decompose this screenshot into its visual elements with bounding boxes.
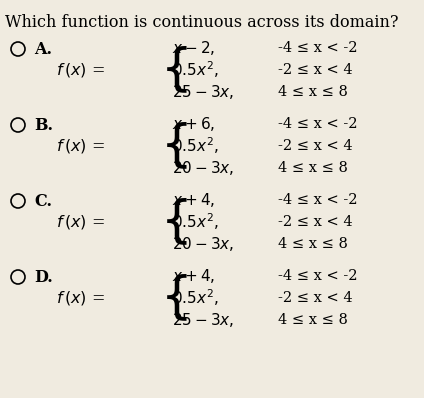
Text: 4 ≤ x ≤ 8: 4 ≤ x ≤ 8 bbox=[278, 313, 348, 327]
Text: $x + 4,$: $x + 4,$ bbox=[172, 191, 215, 209]
Text: $x + 4,$: $x + 4,$ bbox=[172, 267, 215, 285]
Text: B.: B. bbox=[34, 117, 53, 133]
Text: -2 ≤ x < 4: -2 ≤ x < 4 bbox=[278, 63, 353, 77]
Text: D.: D. bbox=[34, 269, 53, 285]
Text: 4 ≤ x ≤ 8: 4 ≤ x ≤ 8 bbox=[278, 161, 348, 175]
Text: A.: A. bbox=[34, 41, 52, 57]
Text: $0.5x^2,$: $0.5x^2,$ bbox=[172, 212, 219, 232]
Text: $0.5x^2,$: $0.5x^2,$ bbox=[172, 288, 219, 308]
Text: 4 ≤ x ≤ 8: 4 ≤ x ≤ 8 bbox=[278, 85, 348, 99]
Text: $f\,(x)$ =: $f\,(x)$ = bbox=[56, 289, 105, 307]
Text: -4 ≤ x < -2: -4 ≤ x < -2 bbox=[278, 269, 357, 283]
Text: $f\,(x)$ =: $f\,(x)$ = bbox=[56, 61, 105, 79]
Text: -2 ≤ x < 4: -2 ≤ x < 4 bbox=[278, 291, 353, 305]
Text: -4 ≤ x < -2: -4 ≤ x < -2 bbox=[278, 193, 357, 207]
Text: $f\,(x)$ =: $f\,(x)$ = bbox=[56, 137, 105, 155]
Text: Which function is continuous across its domain?: Which function is continuous across its … bbox=[5, 14, 399, 31]
Text: -2 ≤ x < 4: -2 ≤ x < 4 bbox=[278, 139, 353, 153]
Text: -4 ≤ x < -2: -4 ≤ x < -2 bbox=[278, 117, 357, 131]
Text: $\{$: $\{$ bbox=[160, 121, 187, 171]
Text: $f\,(x)$ =: $f\,(x)$ = bbox=[56, 213, 105, 231]
Text: $\{$: $\{$ bbox=[160, 45, 187, 95]
Text: $x + 6,$: $x + 6,$ bbox=[172, 115, 215, 133]
Text: $20 - 3x,$: $20 - 3x,$ bbox=[172, 235, 234, 253]
Text: 4 ≤ x ≤ 8: 4 ≤ x ≤ 8 bbox=[278, 237, 348, 251]
Text: -2 ≤ x < 4: -2 ≤ x < 4 bbox=[278, 215, 353, 229]
Text: $25 - 3x,$: $25 - 3x,$ bbox=[172, 83, 234, 101]
Text: $x - 2,$: $x - 2,$ bbox=[172, 39, 215, 57]
Text: $0.5x^2,$: $0.5x^2,$ bbox=[172, 136, 219, 156]
Text: $\{$: $\{$ bbox=[160, 273, 187, 323]
Text: $25 - 3x,$: $25 - 3x,$ bbox=[172, 311, 234, 329]
Text: -4 ≤ x < -2: -4 ≤ x < -2 bbox=[278, 41, 357, 55]
Text: $\{$: $\{$ bbox=[160, 197, 187, 247]
Text: C.: C. bbox=[34, 193, 52, 209]
Text: $0.5x^2,$: $0.5x^2,$ bbox=[172, 60, 219, 80]
Text: $20 - 3x,$: $20 - 3x,$ bbox=[172, 159, 234, 177]
